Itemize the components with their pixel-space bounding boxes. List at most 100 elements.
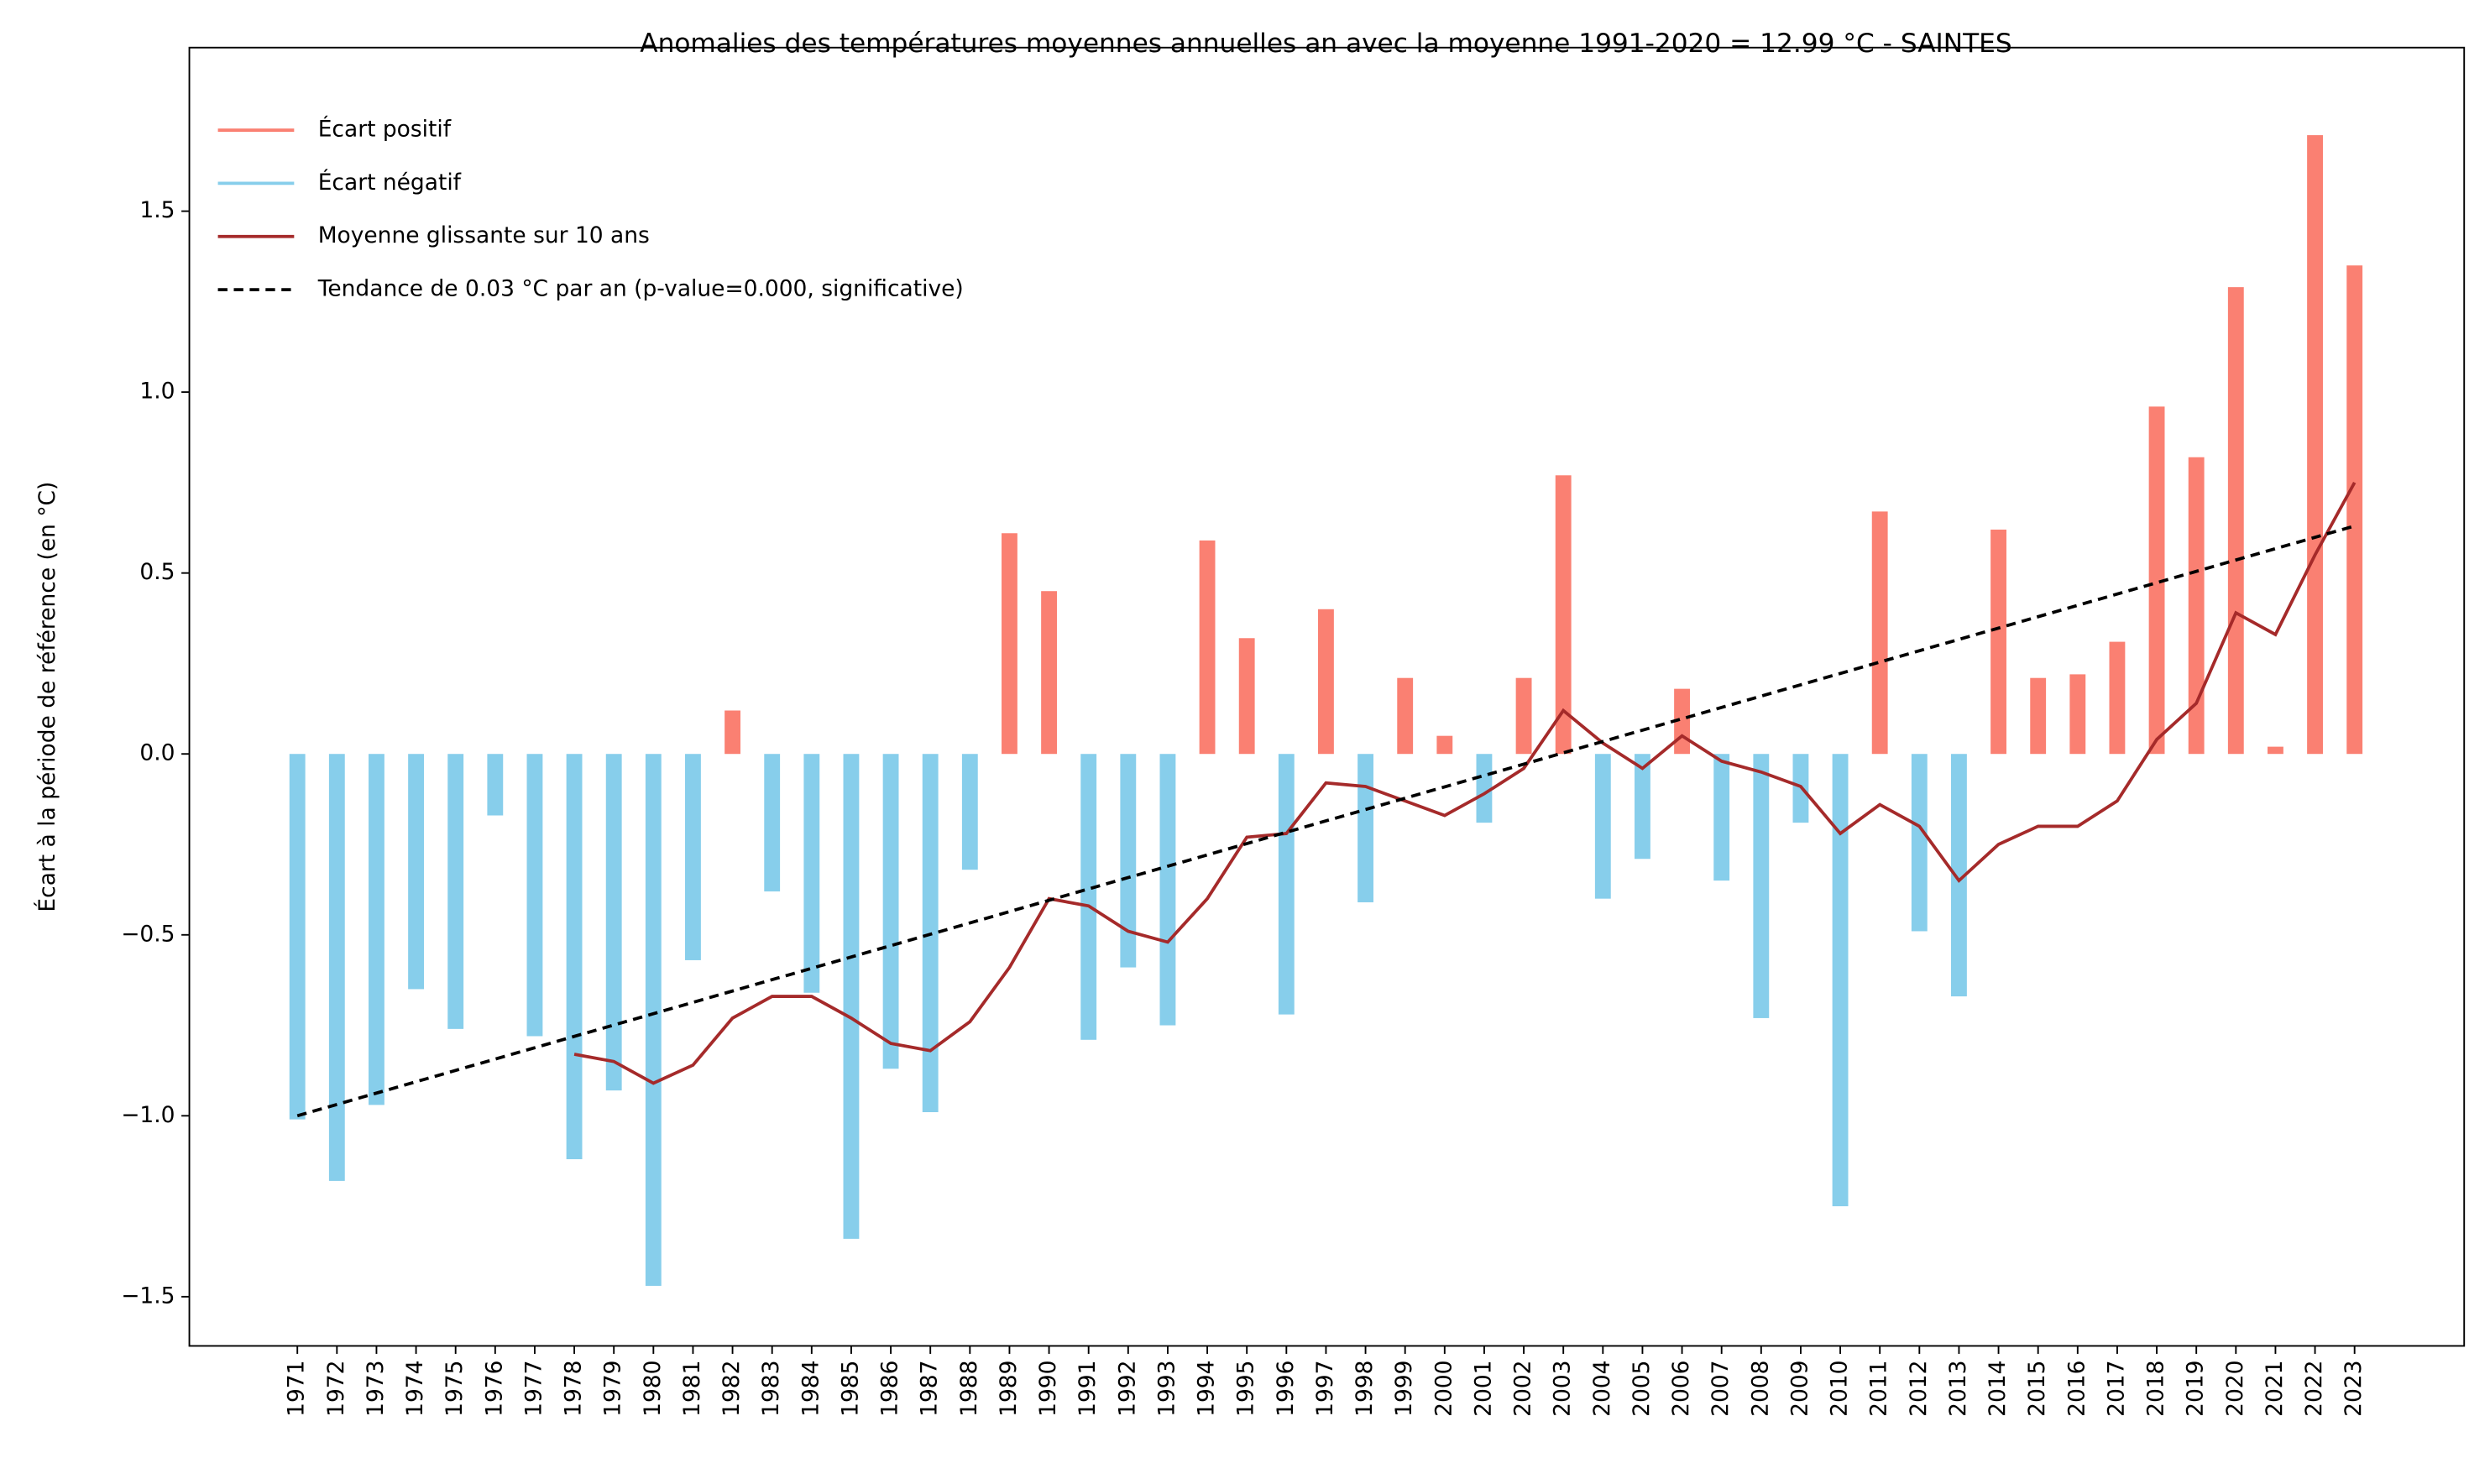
bar [369,754,384,1105]
bar [803,754,820,993]
bar [1713,754,1730,881]
bar [2268,746,2283,755]
x-tick-label: 1978 [561,1361,587,1417]
bar [566,754,583,1160]
x-tick-label: 2015 [2024,1361,2050,1417]
x-tick-label: 2020 [2222,1361,2248,1417]
bar [1318,609,1334,755]
y-tick-label: 0.5 [139,559,175,585]
bar [526,754,543,1037]
x-tick-label: 1985 [837,1361,863,1417]
x-tick-label: 1998 [1352,1361,1378,1417]
bar [1238,638,1255,755]
bar [1002,533,1017,755]
x-tick-label: 2019 [2183,1361,2209,1417]
bar [605,754,622,1091]
x-tick-label: 2012 [1906,1361,1932,1417]
bar [1753,754,1770,1018]
bar [1832,754,1849,1207]
x-tick-label: 1988 [956,1361,982,1417]
y-tick-label: 0.0 [139,740,175,766]
rolling-mean-line [573,481,2357,1085]
bar [1159,754,1176,1026]
x-tick-label: 1977 [520,1361,547,1417]
chart-title: Anomalies des températures moyennes annu… [640,29,2011,59]
bar [2148,406,2165,755]
x-tick-label: 1971 [284,1361,310,1417]
bar [1594,754,1611,899]
x-tick-label: 1996 [1273,1361,1299,1417]
bar [2069,674,2086,755]
x-tick-label: 1972 [323,1361,349,1417]
x-tick-label: 1975 [442,1361,468,1417]
x-tick-label: 2000 [1431,1361,1457,1417]
x-tick-label: 2017 [2103,1361,2129,1417]
bar [1080,754,1097,1040]
x-tick-label: 2006 [1668,1361,1694,1417]
x-tick-label: 2009 [1786,1361,1813,1417]
bar [1871,511,1888,755]
x-tick-label: 2008 [1747,1361,1773,1417]
x-tick-label: 2011 [1866,1361,1892,1417]
x-tick-label: 1980 [640,1361,666,1417]
bar [1911,754,1928,932]
bar [685,754,701,960]
x-tick-label: 2014 [1985,1361,2011,1417]
x-tick-label: 2013 [1945,1361,1971,1417]
legend-label: Moyenne glissante sur 10 ans [318,222,650,248]
bar [408,754,424,990]
x-tick-label: 1983 [758,1361,784,1417]
y-tick-label: 1.5 [139,197,175,223]
x-tick-label: 1986 [877,1361,903,1417]
bar [447,754,464,1029]
x-tick-label: 1994 [1194,1361,1220,1417]
bar [289,754,306,1120]
bar [2109,641,2126,755]
x-tick-label: 1997 [1312,1361,1338,1417]
bar [764,754,781,892]
bar [2346,265,2363,755]
x-tick-label: 1987 [917,1361,943,1417]
bar [882,754,899,1069]
x-tick-label: 1991 [1075,1361,1101,1417]
bar [1515,677,1532,755]
bar [2030,677,2047,755]
x-tick-label: 2021 [2262,1361,2288,1417]
x-tick-label: 1999 [1391,1361,1417,1417]
x-tick-label: 2002 [1510,1361,1536,1417]
bar [1278,754,1295,1015]
legend-label: Écart négatif [318,169,462,196]
y-tick-label: −1.5 [121,1283,175,1309]
x-tick-label: 1984 [798,1361,824,1417]
x-tick-label: 1979 [600,1361,626,1417]
y-tick-label: −1.0 [121,1102,175,1128]
x-tick-label: 1974 [402,1361,428,1417]
x-tick-label: 2004 [1589,1361,1615,1417]
bar [2188,457,2205,755]
bar [843,754,860,1239]
x-tick-label: 2010 [1827,1361,1853,1417]
bar [1990,529,2006,755]
bar [487,754,504,816]
x-tick-label: 2016 [2064,1361,2090,1417]
bar [961,754,978,870]
x-tick-label: 2022 [2301,1361,2327,1417]
trend-line [296,524,2356,1118]
x-tick-label: 1982 [719,1361,745,1417]
bar [1635,754,1650,860]
bar [2307,135,2323,755]
bar [1397,677,1414,755]
bar [2227,287,2244,755]
x-tick-label: 1995 [1233,1361,1259,1417]
plot-frame [188,46,2466,1347]
x-tick-label: 1990 [1035,1361,1061,1417]
bar [725,710,740,755]
y-tick-label: 1.0 [139,379,175,405]
x-tick-label: 1976 [481,1361,507,1417]
bar [1476,754,1493,823]
bar [1951,754,1967,997]
y-axis-label: Écart à la période de référence (en °C) [34,482,60,912]
x-tick-label: 1989 [996,1361,1022,1417]
x-tick-label: 2023 [2341,1361,2367,1417]
bar [1199,540,1216,755]
